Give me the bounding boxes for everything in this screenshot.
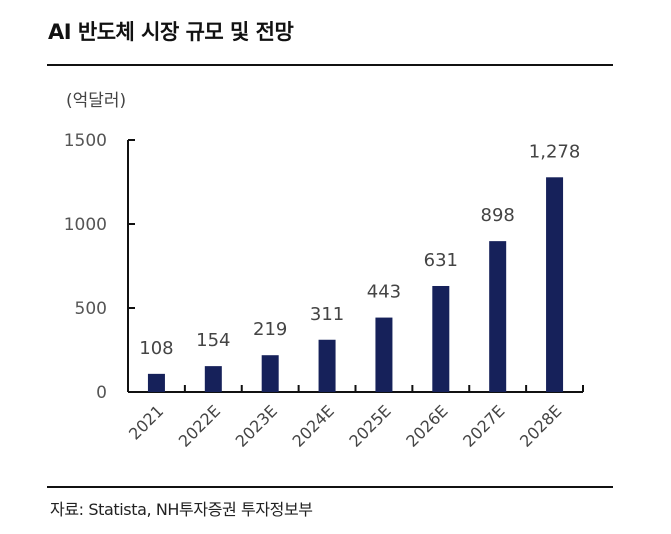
bar-2028E [546,177,564,392]
x-tick-label: 2024E [289,401,338,450]
data-label: 311 [310,304,344,325]
y-axis-unit-label: (억달러) [66,91,127,111]
bar-2024E [318,339,336,392]
data-label: 108 [139,338,173,359]
y-tick-label: 0 [96,383,107,403]
bar-2023E [261,355,279,392]
bar-2021 [147,373,165,392]
chart-title: AI 반도체 시장 규모 및 전망 [48,20,294,44]
x-tick-label: 2023E [232,401,281,450]
data-label: 219 [253,319,287,340]
y-tick-label: 1000 [64,215,107,235]
data-label: 443 [367,282,401,303]
bar-2027E [489,241,507,392]
top-divider [47,64,613,66]
y-tick-label: 500 [75,299,107,319]
bar-2025E [375,317,393,392]
data-label: 1,278 [529,141,581,162]
x-tick-label: 2028E [516,401,565,450]
x-tick-label: 2027E [459,401,508,450]
bar-2022E [204,366,222,392]
x-tick-label: 2022E [175,401,224,450]
data-label: 898 [481,205,515,226]
data-label: 631 [424,250,458,271]
bottom-divider [47,486,613,488]
y-tick-label: 1500 [64,131,107,151]
x-tick-label: 2026E [402,401,451,450]
source-note: 자료: Statista, NH투자증권 투자정보부 [50,500,313,519]
bar-2026E [432,285,450,392]
data-label: 154 [196,330,230,351]
x-tick-label: 2025E [345,401,394,450]
x-tick-label: 2021 [125,401,167,443]
